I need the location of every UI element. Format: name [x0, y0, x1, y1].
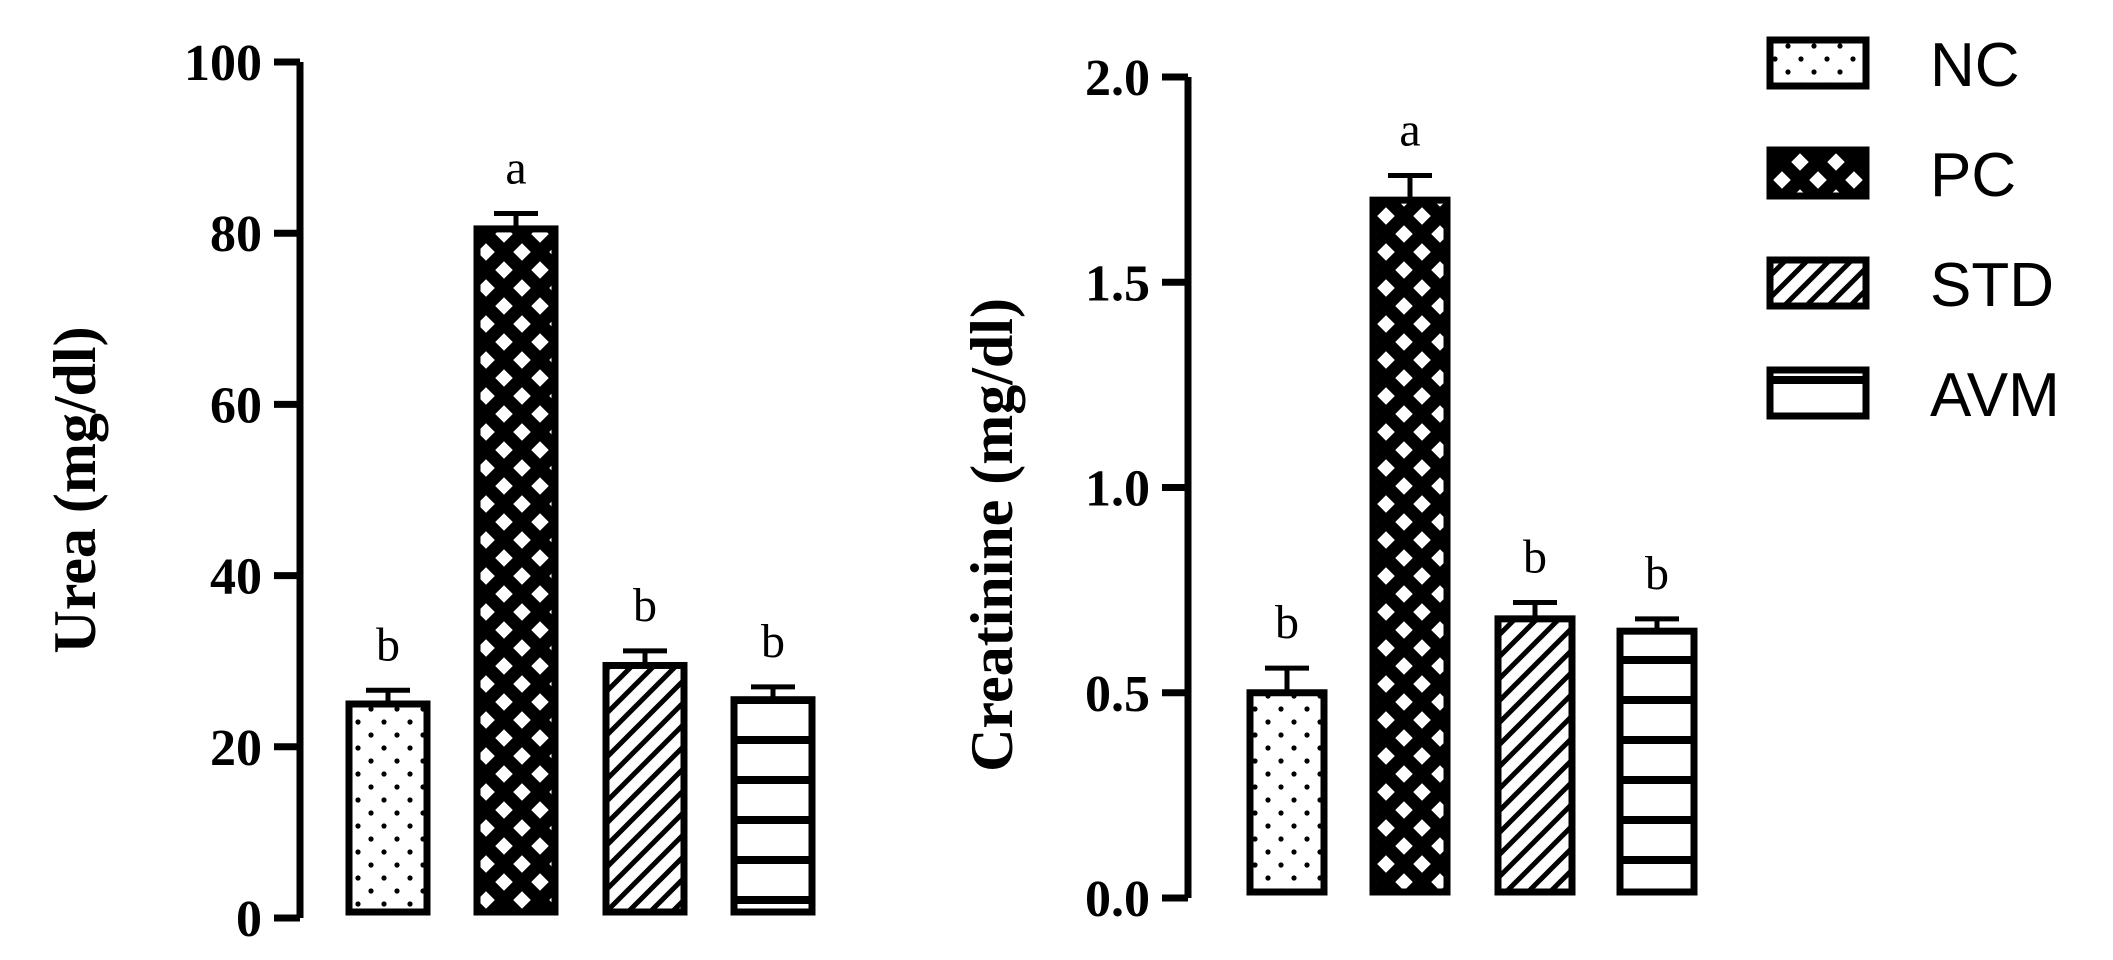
urea-y-tick-label: 20	[210, 720, 262, 777]
urea-bar-pc	[473, 225, 559, 916]
legend-swatch	[1766, 366, 1870, 420]
creatinine-y-tick-label: 0.0	[1085, 871, 1150, 928]
creatinine-significance-label: b	[1523, 530, 1547, 583]
urea-chart: 0 20 40 60 80 100 Urea (mg/dl) b a b b	[42, 35, 816, 948]
creatinine-bar-pc	[1369, 196, 1451, 896]
creatinine-bars: b a b b	[1246, 104, 1698, 896]
creatinine-y-tick-label: 0.5	[1085, 666, 1150, 723]
legend: NC PC STD AVM	[1766, 31, 2060, 430]
legend-label: STD	[1930, 251, 2054, 320]
urea-y-tick-label: 60	[210, 377, 262, 434]
urea-significance-label: b	[376, 618, 400, 671]
creatinine-bar-nc	[1246, 689, 1328, 896]
urea-y-tick-label: 80	[210, 206, 262, 263]
creatinine-y-axis: 0.0 0.5 1.0 1.5 2.0	[1085, 50, 1192, 928]
urea-y-tick-label: 40	[210, 549, 262, 606]
urea-y-axis-title: Urea (mg/dl)	[42, 326, 108, 653]
creatinine-significance-label: b	[1645, 547, 1669, 600]
legend-item-std: STD	[1766, 251, 2054, 320]
urea-bar-std	[602, 661, 688, 916]
legend-item-pc: PC	[1766, 141, 2016, 210]
legend-item-nc: NC	[1766, 31, 2020, 100]
creatinine-y-tick-label: 1.0	[1085, 461, 1150, 518]
creatinine-significance-label: b	[1275, 596, 1299, 649]
urea-y-tick-label: 0	[236, 891, 262, 948]
urea-significance-label: a	[505, 142, 526, 195]
urea-significance-label: b	[761, 615, 785, 668]
legend-item-avm: AVM	[1766, 361, 2060, 430]
legend-swatch	[1766, 256, 1870, 310]
urea-y-tick-label: 100	[184, 35, 262, 92]
legend-label: NC	[1930, 31, 2020, 100]
legend-swatch	[1766, 146, 1870, 200]
creatinine-significance-label: a	[1399, 104, 1420, 157]
urea-bars: b a b b	[345, 142, 816, 916]
creatinine-chart: 0.0 0.5 1.0 1.5 2.0 Creatinine (mg/dl) b a b b	[959, 50, 1698, 928]
urea-bar-nc	[345, 700, 431, 916]
creatinine-y-axis-title: Creatinine (mg/dl)	[959, 298, 1025, 772]
creatinine-y-tick-label: 2.0	[1085, 50, 1150, 107]
urea-bar-avm	[730, 696, 816, 916]
creatinine-bar-avm	[1616, 627, 1698, 896]
legend-label: AVM	[1930, 361, 2060, 430]
creatinine-y-tick-label: 1.5	[1085, 255, 1150, 312]
urea-y-axis: 0 20 40 60 80 100	[184, 35, 304, 948]
urea-significance-label: b	[633, 579, 657, 632]
legend-swatch	[1766, 36, 1870, 90]
legend-label: PC	[1930, 141, 2016, 210]
creatinine-bar-std	[1494, 615, 1576, 896]
